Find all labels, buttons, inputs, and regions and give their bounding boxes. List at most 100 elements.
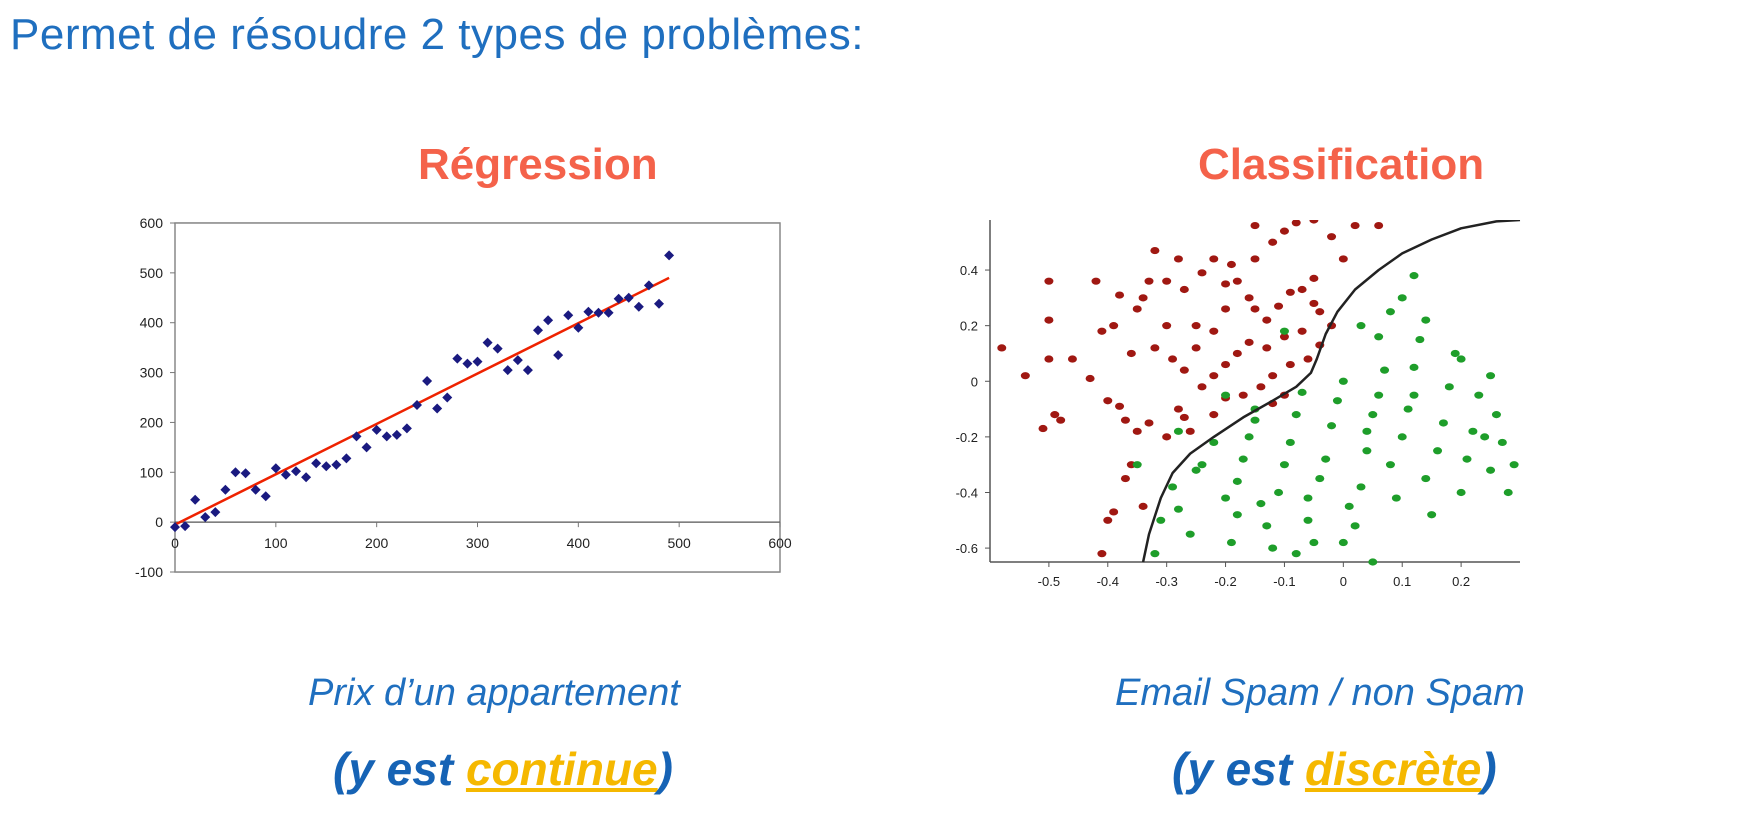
spam-point bbox=[1309, 299, 1319, 308]
regression-data-point bbox=[603, 307, 614, 318]
regression-data-point bbox=[492, 343, 503, 354]
regression-data-point bbox=[371, 424, 382, 435]
classification-y-tick-label: -0.4 bbox=[956, 485, 978, 500]
decision-boundary-line bbox=[1141, 220, 1521, 563]
regression-x-tick-label: 0 bbox=[171, 535, 179, 551]
non-spam-point bbox=[1279, 461, 1289, 469]
non-spam-point bbox=[1491, 411, 1501, 419]
regression-data-point bbox=[250, 484, 261, 495]
spam-point bbox=[1285, 288, 1295, 296]
regression-plot-area bbox=[174, 222, 781, 573]
regression-data-point bbox=[593, 307, 604, 318]
non-spam-point bbox=[1397, 433, 1407, 441]
non-spam-point bbox=[1232, 477, 1242, 485]
non-spam-point bbox=[1397, 294, 1407, 302]
regression-title: Régression bbox=[418, 140, 658, 189]
regression-y-tick-label: 300 bbox=[140, 365, 164, 381]
non-spam-point bbox=[1321, 455, 1331, 463]
spam-point bbox=[1262, 344, 1272, 352]
spam-point bbox=[1209, 255, 1219, 263]
regression-x-tick-label: 500 bbox=[667, 535, 691, 551]
regression-data-point bbox=[573, 322, 584, 333]
spam-point bbox=[1244, 294, 1254, 302]
regression-data-point bbox=[563, 310, 574, 321]
spam-point bbox=[1221, 360, 1231, 369]
spam-point bbox=[1085, 374, 1095, 383]
regression-y-tick-label: 0 bbox=[155, 514, 163, 530]
spam-point bbox=[1268, 238, 1278, 246]
spam-point bbox=[1309, 274, 1319, 282]
spam-point bbox=[1162, 277, 1172, 285]
classification-y-tick-label: 0.4 bbox=[960, 263, 978, 278]
regression-data-point bbox=[341, 453, 352, 464]
spam-point bbox=[1209, 411, 1219, 419]
non-spam-point bbox=[1374, 391, 1384, 399]
spam-point bbox=[1044, 277, 1054, 285]
spam-point bbox=[1168, 355, 1178, 363]
regression-data-point bbox=[190, 494, 201, 505]
spam-point bbox=[1056, 416, 1066, 424]
spam-point bbox=[1044, 316, 1054, 324]
non-spam-point bbox=[1191, 466, 1201, 474]
regression-data-point bbox=[543, 315, 554, 326]
non-spam-point bbox=[1315, 474, 1325, 483]
non-spam-point bbox=[1438, 419, 1448, 427]
classification-y-tick-label: 0 bbox=[971, 374, 978, 389]
classification-variable-type: (y est discrète) bbox=[1172, 742, 1497, 796]
regression-fit-line bbox=[174, 276, 670, 526]
regression-data-point bbox=[291, 466, 301, 477]
regression-data-point bbox=[311, 458, 322, 469]
spam-point bbox=[1250, 305, 1260, 313]
spam-point bbox=[1209, 327, 1219, 335]
spam-point bbox=[1144, 419, 1154, 427]
classification-caption: Email Spam / non Spam bbox=[1115, 672, 1525, 714]
classification-x-tick-label: 0.1 bbox=[1393, 574, 1411, 589]
regression-x-tick-label: 200 bbox=[365, 535, 389, 551]
non-spam-point bbox=[1403, 405, 1413, 413]
spam-point bbox=[1297, 285, 1307, 294]
spam-point bbox=[1232, 349, 1242, 358]
non-spam-point bbox=[1368, 558, 1378, 566]
non-spam-point bbox=[1297, 388, 1307, 396]
regression-data-point bbox=[432, 403, 443, 414]
non-spam-point bbox=[1338, 377, 1348, 385]
non-spam-point bbox=[1250, 416, 1260, 424]
spam-point bbox=[1268, 372, 1278, 380]
regression-caption: Prix d’un appartement bbox=[308, 672, 680, 714]
spam-point bbox=[1197, 269, 1207, 277]
regression-data-point bbox=[472, 356, 483, 367]
spam-point bbox=[1126, 349, 1136, 358]
spam-point bbox=[997, 344, 1007, 352]
non-spam-point bbox=[1380, 366, 1390, 374]
classification-y-tick-label: -0.2 bbox=[956, 430, 978, 445]
spam-point bbox=[1120, 416, 1130, 424]
spam-point bbox=[1374, 221, 1384, 230]
regression-data-point bbox=[522, 365, 533, 376]
regression-data-point bbox=[502, 365, 513, 376]
spam-point bbox=[1067, 355, 1077, 363]
non-spam-point bbox=[1309, 538, 1319, 547]
classification-y-tick-label: 0.2 bbox=[960, 319, 978, 334]
non-spam-point bbox=[1274, 488, 1284, 497]
non-spam-point bbox=[1356, 322, 1366, 330]
spam-point bbox=[1327, 233, 1337, 241]
non-spam-point bbox=[1197, 461, 1207, 469]
non-spam-point bbox=[1344, 502, 1354, 510]
non-spam-point bbox=[1268, 544, 1278, 552]
spam-point bbox=[1120, 474, 1130, 483]
regression-data-point bbox=[210, 507, 221, 518]
spam-point bbox=[1297, 327, 1307, 335]
regression-data-point bbox=[613, 293, 624, 304]
regression-data-point bbox=[230, 467, 241, 478]
spam-point bbox=[1150, 246, 1160, 255]
non-spam-point bbox=[1285, 438, 1295, 447]
non-spam-point bbox=[1462, 455, 1472, 463]
non-spam-point bbox=[1262, 522, 1272, 530]
spam-point bbox=[1138, 502, 1148, 510]
classification-x-tick-label: -0.5 bbox=[1038, 574, 1060, 589]
non-spam-point bbox=[1150, 550, 1160, 558]
spam-point bbox=[1262, 316, 1272, 324]
regression-x-tick-label: 300 bbox=[466, 535, 490, 551]
non-spam-point bbox=[1368, 411, 1378, 419]
classification-x-tick-label: -0.4 bbox=[1097, 574, 1119, 589]
